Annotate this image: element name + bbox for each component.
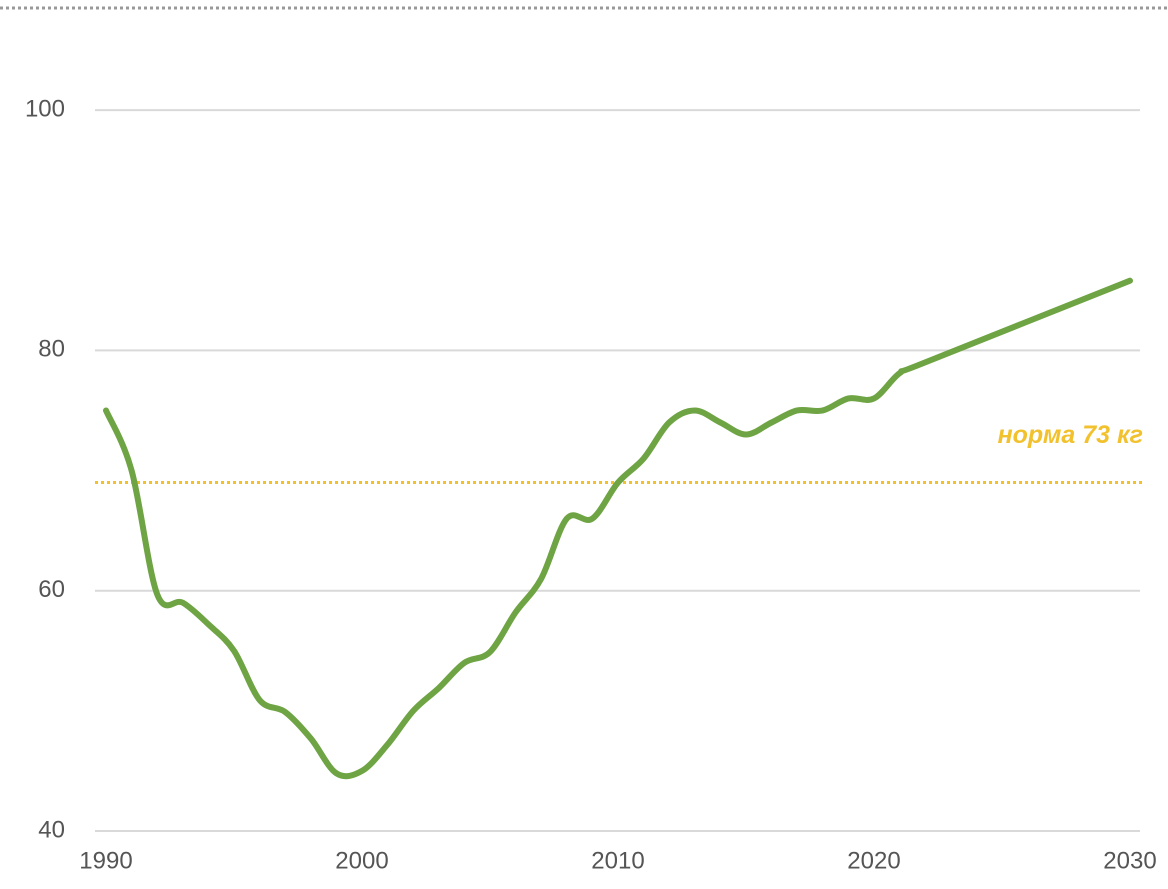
y-tick-label: 40: [38, 816, 65, 843]
x-tick-label: 2000: [335, 847, 388, 874]
x-tick-label: 2030: [1103, 847, 1156, 874]
data-line: [103, 277, 1133, 780]
x-tick-label: 2010: [591, 847, 644, 874]
y-tick-label: 80: [38, 336, 65, 363]
x-tick-label: 1990: [79, 847, 132, 874]
y-tick-label: 100: [25, 95, 65, 122]
y-tick-label: 60: [38, 576, 65, 603]
x-tick-label: 2020: [847, 847, 900, 874]
reference-label: норма 73 кг: [998, 421, 1143, 449]
